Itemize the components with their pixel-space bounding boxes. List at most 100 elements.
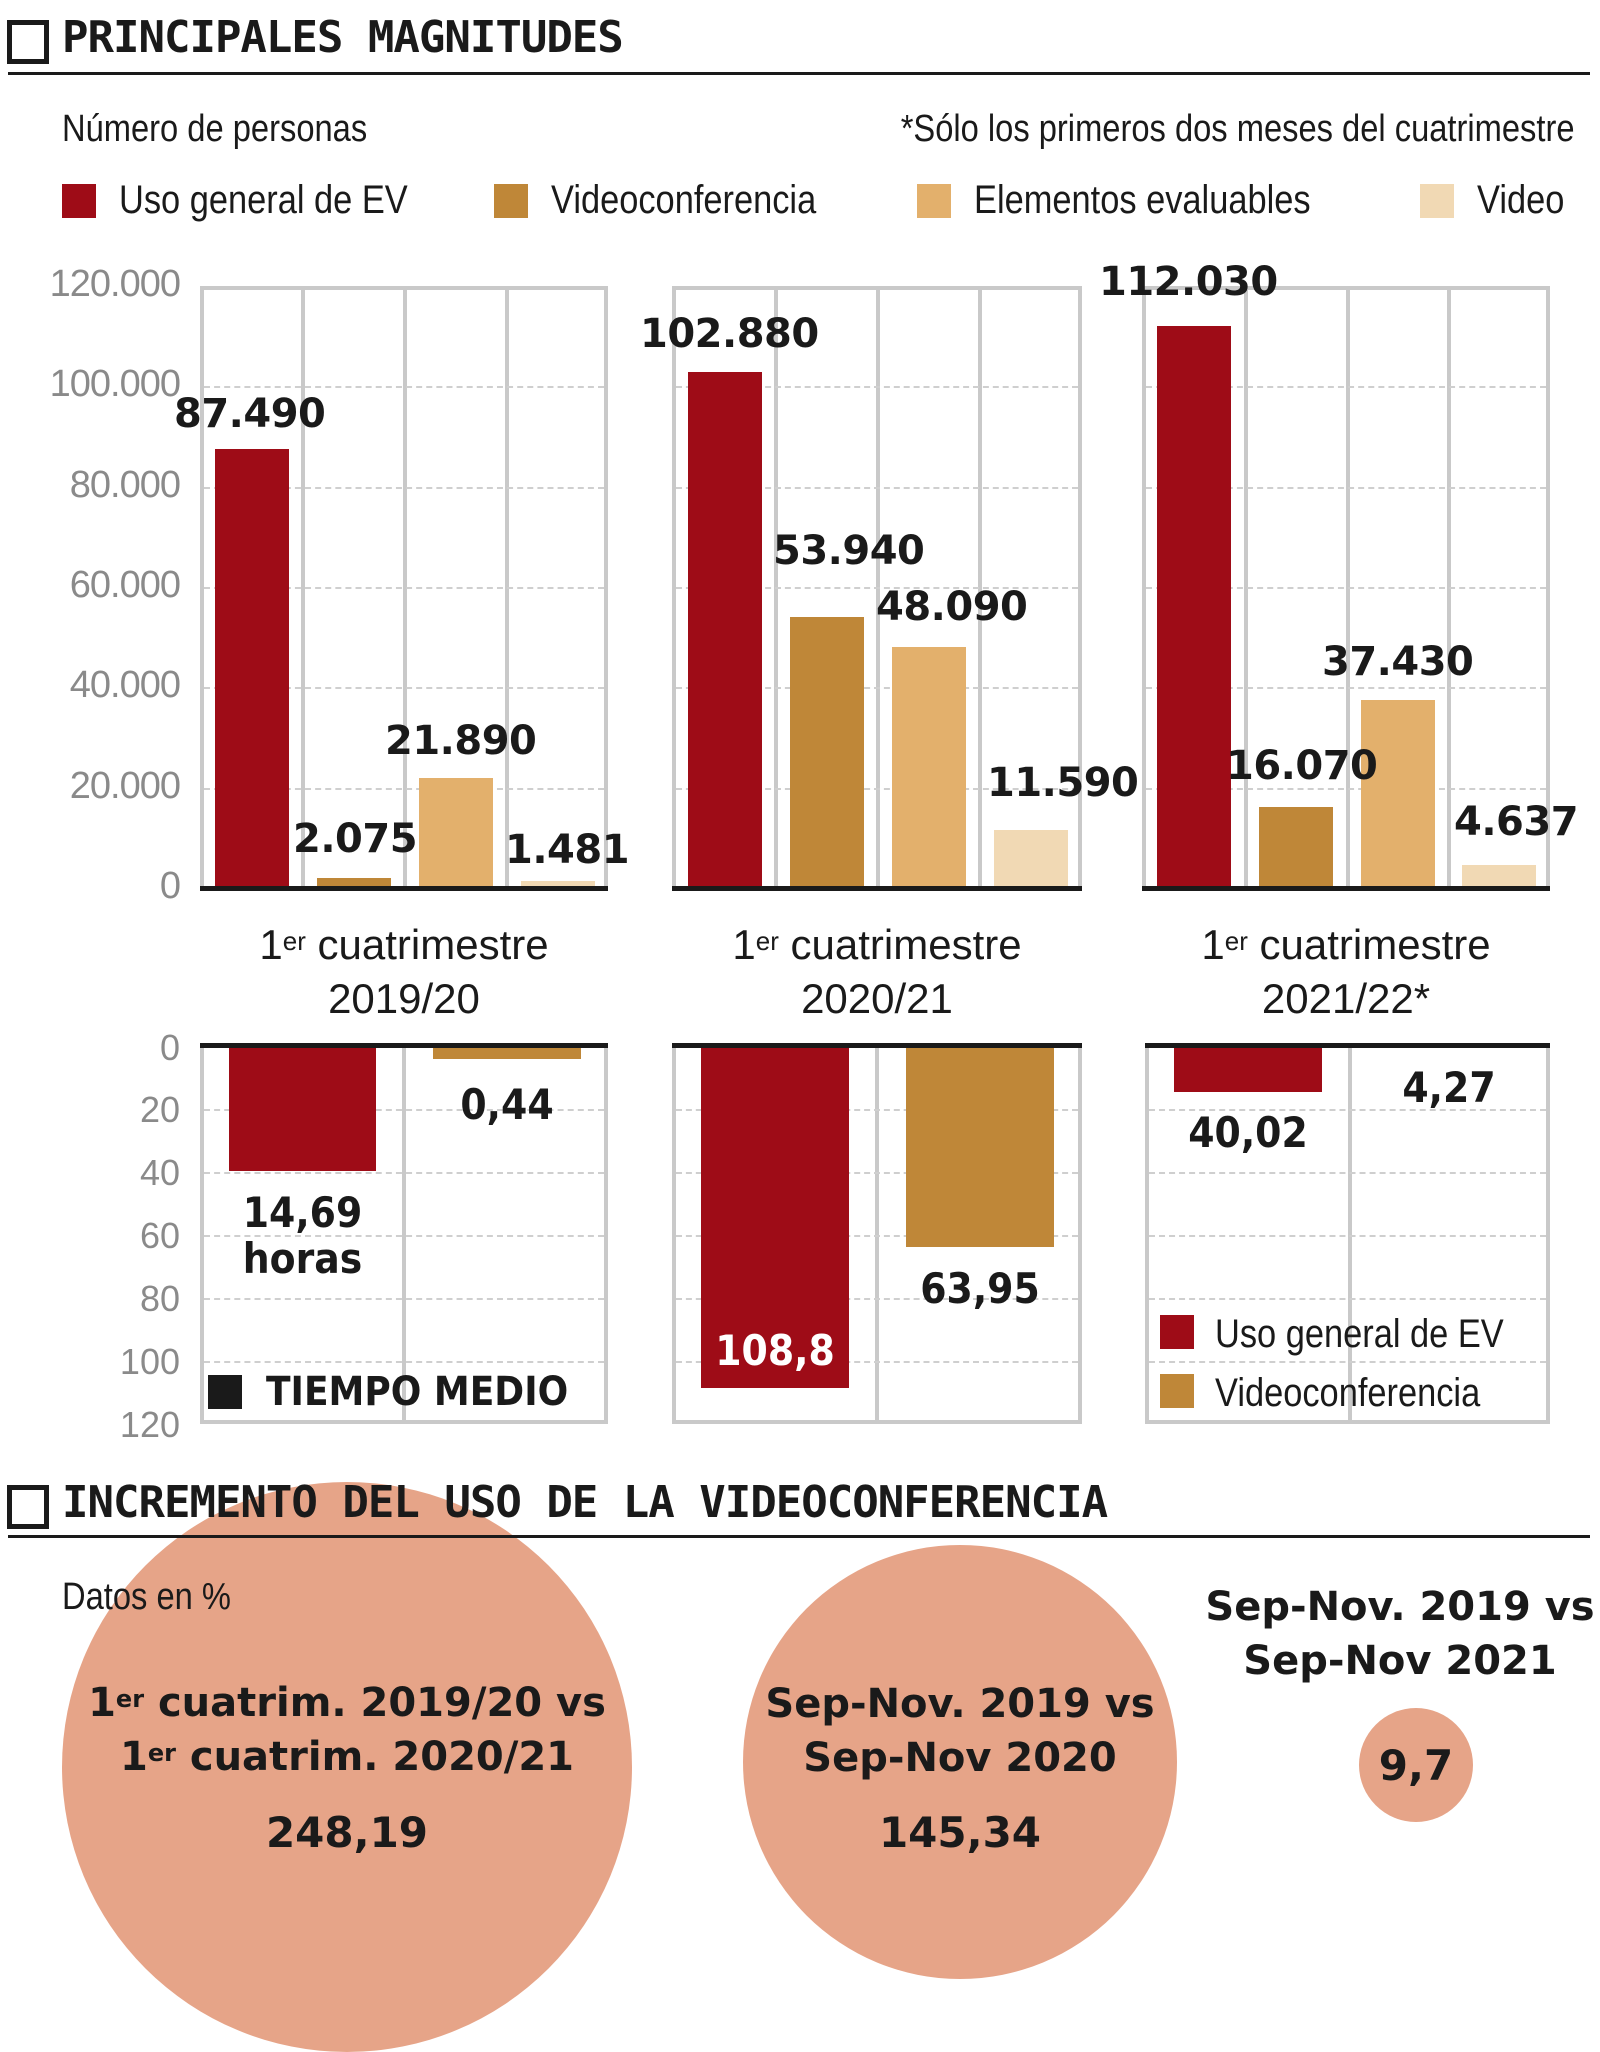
legend-swatch-videoconferencia [494,184,528,218]
bubble-value: 248,19 [265,1808,429,1857]
baseline [200,886,608,891]
gridline [204,587,604,589]
legend-swatch-ev [62,184,96,218]
bar-ev [1174,1046,1322,1092]
gridline [676,587,1078,589]
y-tick: 60 [139,1215,180,1256]
value-label-video: 11.590 [987,760,1139,806]
period-label-2019-20: 1er cuatrimestre 2019/20 [259,921,549,1022]
bar-video [521,881,595,888]
gridline [676,1361,1078,1363]
zero-line [1145,1043,1550,1048]
legend-label-ev: Uso general de EV [1215,1312,1504,1356]
gridline [676,1235,1078,1237]
y-tick: 120 [119,1404,180,1445]
bubble-label: Sep-Nov. 2019 vs Sep-Nov 2020 [765,1681,1155,1781]
value-label-video: 4.637 [1454,799,1579,845]
baseline [1142,886,1550,891]
y-tick: 100 [119,1341,180,1382]
unit-note: Datos en % [62,1576,231,1618]
value-label-elementos: 48.090 [876,584,1028,630]
y-tick: 0 [159,1027,180,1068]
value-label-ev: 112.030 [1099,259,1278,305]
section-rule [8,72,1590,75]
section-title-incremento: INCREMENTO DEL USO DE LA VIDEOCONFERENCI… [62,1477,1108,1528]
legend-swatch-video [1420,184,1454,218]
y-tick: 120.000 [49,263,181,305]
legend-label-video: Video [1477,178,1565,222]
bar-elementos [419,778,493,888]
bubble-value: 9,7 [1378,1741,1454,1790]
value-label-videoconferencia: 4,27 [1402,1063,1496,1112]
y-tick: 80 [139,1278,180,1319]
section-title-magnitudes: PRINCIPALES MAGNITUDES [62,12,624,63]
bubble-label: 1er cuatrim. 2019/20 vs 1er cuatrim. 202… [88,1680,606,1780]
gridline [204,788,604,790]
bubble-2019-vs-2020-cuatrim [62,1482,632,2052]
section-marker-icon [7,1485,49,1529]
bar-video [1462,865,1536,888]
zero-line [200,1043,608,1048]
legend-label-videoconferencia: Videoconferencia [1215,1371,1481,1415]
gridline [1149,1109,1546,1111]
bar-video [994,830,1068,888]
bar-elementos [1361,700,1435,888]
value-label-elementos: 21.890 [385,718,537,764]
value-label-ev: 102.880 [640,311,819,357]
gridline [1146,386,1546,388]
y-axis-unit-label: Número de personas [62,108,368,150]
gridline [1146,788,1546,790]
bar-ev [229,1046,376,1171]
tiempo-medio-title: TIEMPO MEDIO [266,1369,569,1415]
gridline [204,386,604,388]
gridline [1149,1235,1546,1237]
y-tick: 20.000 [69,765,181,807]
gridline [676,386,1078,388]
panel-frame [1145,1046,1550,1424]
bubble-value: 145,34 [878,1808,1042,1857]
gridline [204,1298,604,1300]
bar-videoconferencia [433,1046,581,1059]
value-label-ev: 87.490 [174,391,326,437]
value-label-videoconferencia: 16.070 [1226,743,1378,789]
gridline [204,487,604,489]
gridline [204,687,604,689]
gridline [676,487,1078,489]
gridline [676,687,1078,689]
bar-ev [688,372,762,888]
bar-videoconferencia [790,617,864,888]
gridline [204,1172,604,1174]
tiempo-medio-marker-icon [208,1375,242,1409]
legend-swatch-videoconferencia [1160,1374,1194,1408]
value-label-ev: 108,8 [715,1326,835,1375]
legend-swatch-ev [1160,1315,1194,1349]
value-label-videoconferencia: 0,44 [460,1080,554,1129]
gridline [676,788,1078,790]
legend-label-ev: Uso general de EV [119,178,408,222]
legend-label-videoconferencia: Videoconferencia [551,178,817,222]
value-label-videoconferencia: 2.075 [293,816,418,862]
y-tick: 40 [139,1152,180,1193]
period-label-2020-21: 1er cuatrimestre 2020/21 [732,921,1022,1022]
section-rule [8,1535,1590,1538]
gridline [204,1235,604,1237]
bubble-label: Sep-Nov. 2019 vs Sep-Nov 2021 [1205,1584,1595,1684]
period-label-2021-22: 1er cuatrimestre 2021/22* [1201,921,1491,1022]
gridline [1146,487,1546,489]
y-tick: 20 [139,1089,180,1130]
gridline [204,1109,604,1111]
y-tick: 100.000 [49,363,181,405]
y-tick: 0 [159,865,181,907]
gridline [1149,1298,1546,1300]
value-label-videoconferencia: 63,95 [920,1264,1040,1313]
bar-elementos [892,647,966,888]
gridline [1146,587,1546,589]
bar-ev [701,1046,849,1388]
bar-videoconferencia [317,878,391,888]
gridline [676,1298,1078,1300]
gridline [1146,687,1546,689]
bar-ev [1157,326,1231,888]
y-tick: 60.000 [69,564,181,606]
value-label-ev: 14,69 horas [242,1188,363,1284]
gridline [1149,1361,1546,1363]
